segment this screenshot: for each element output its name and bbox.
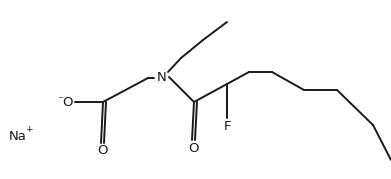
Text: F: F	[223, 120, 231, 132]
Text: ⁻: ⁻	[57, 95, 63, 108]
Text: O: O	[62, 96, 72, 108]
Text: +: +	[25, 125, 33, 134]
Text: N: N	[157, 71, 167, 83]
Text: O: O	[97, 144, 107, 156]
Text: Na: Na	[9, 130, 27, 144]
Text: O: O	[188, 142, 198, 154]
